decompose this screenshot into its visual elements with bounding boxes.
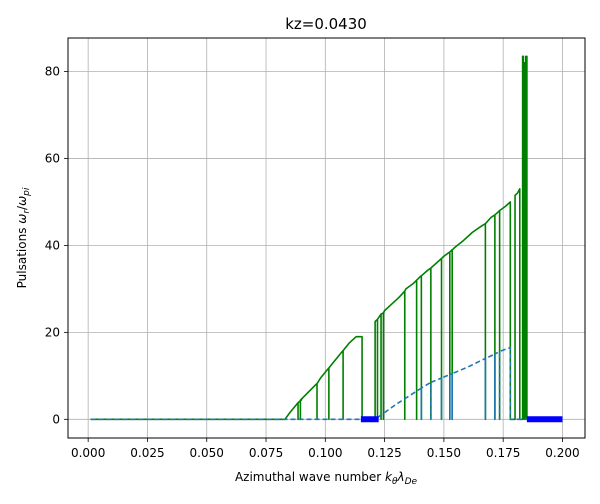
real-part-line: [90, 55, 528, 421]
tick-layer: 0.000 0.025 0.050 0.075 0.100 0.125 0.150 0.175…: [45, 64, 580, 460]
x-tick-label: 0.075: [249, 446, 283, 460]
plot-frame: [67, 37, 586, 439]
y-tick-label: 60: [45, 151, 60, 165]
x-tick-label: 0.125: [367, 446, 401, 460]
x-tick-label: 0.000: [71, 446, 105, 460]
x-tick-label: 0.025: [130, 446, 164, 460]
y-tick-label: 20: [45, 325, 60, 339]
y-tick-label: 80: [45, 64, 60, 78]
y-axis-label: Pulsations ωr/ωpi: [15, 187, 32, 288]
chart-title: kz=0.0430: [285, 15, 367, 33]
x-tick-label: 0.175: [486, 446, 520, 460]
series-layer: [90, 55, 563, 423]
x-axis-label: Azimuthal wave number kθλDe: [235, 470, 418, 487]
y-tick-label: 0: [52, 412, 60, 426]
y-tick-label: 40: [45, 238, 60, 252]
x-tick-label: 0.100: [308, 446, 342, 460]
x-tick-label: 0.050: [190, 446, 224, 460]
x-tick-label: 0.150: [427, 446, 461, 460]
x-tick-label: 0.200: [545, 446, 579, 460]
imag-part-line: [90, 346, 563, 421]
grid-layer: [68, 38, 585, 438]
